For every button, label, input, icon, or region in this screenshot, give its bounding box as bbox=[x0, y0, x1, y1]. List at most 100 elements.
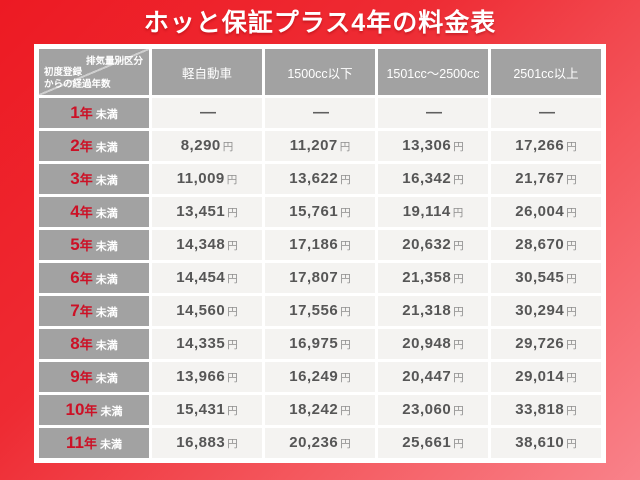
table-row: 6年 未満 14,454 円 17,807 円 21,358 円 30,545 円 bbox=[39, 263, 601, 293]
column-header: 2501cc以上 bbox=[491, 49, 601, 95]
price-unit: 円 bbox=[340, 339, 351, 351]
price-value: 33,818 bbox=[515, 401, 565, 418]
price-cell: 16,975 円 bbox=[265, 329, 375, 359]
price-unit: 円 bbox=[340, 405, 351, 417]
price-unit: 円 bbox=[340, 240, 351, 252]
price-value: 13,451 bbox=[176, 203, 226, 220]
row-year-unit: 年 bbox=[79, 370, 93, 385]
row-label: 8年 未満 bbox=[39, 329, 149, 359]
price-value: 20,632 bbox=[402, 236, 452, 253]
price-unit: 円 bbox=[227, 339, 238, 351]
table-row: 5年 未満 14,348 円 17,186 円 20,632 円 28,670 円 bbox=[39, 230, 601, 260]
row-year-unit: 年 bbox=[84, 403, 98, 418]
column-header: 1501cc～2500cc bbox=[378, 49, 488, 95]
price-cell: — bbox=[265, 98, 375, 128]
row-year-number: 3 bbox=[70, 169, 80, 188]
price-unit: 円 bbox=[227, 273, 238, 285]
row-year-unit: 年 bbox=[79, 238, 93, 253]
table-row: 3年 未満 11,009 円 13,622 円 16,342 円 21,767 円 bbox=[39, 164, 601, 194]
price-cell: 20,632 円 bbox=[378, 230, 488, 260]
empty-dash: — bbox=[313, 104, 329, 121]
price-value: 18,242 bbox=[289, 401, 339, 418]
row-label: 1年 未満 bbox=[39, 98, 149, 128]
price-value: 29,726 bbox=[515, 335, 565, 352]
price-unit: 円 bbox=[227, 372, 238, 384]
table-row: 4年 未満 13,451 円 15,761 円 19,114 円 26,004 円 bbox=[39, 197, 601, 227]
row-year-number: 9 bbox=[70, 367, 80, 386]
row-suffix: 未満 bbox=[95, 340, 118, 352]
price-unit: 円 bbox=[453, 438, 464, 450]
price-cell: 21,358 円 bbox=[378, 263, 488, 293]
price-unit: 円 bbox=[226, 174, 238, 186]
row-year-unit: 年 bbox=[79, 172, 93, 187]
price-value: 29,014 bbox=[515, 368, 565, 385]
row-label: 4年 未満 bbox=[39, 197, 149, 227]
price-unit: 円 bbox=[453, 240, 464, 252]
price-cell: 17,556 円 bbox=[265, 296, 375, 326]
price-value: 16,883 bbox=[176, 434, 226, 451]
price-cell: 23,060 円 bbox=[378, 395, 488, 425]
price-value: 13,306 bbox=[402, 137, 452, 154]
price-value: 17,186 bbox=[289, 236, 339, 253]
price-cell: — bbox=[152, 98, 262, 128]
price-unit: 円 bbox=[340, 372, 351, 384]
price-value: 28,670 bbox=[515, 236, 565, 253]
price-unit: 円 bbox=[566, 141, 577, 153]
price-cell: 29,726 円 bbox=[491, 329, 601, 359]
price-unit: 円 bbox=[227, 240, 238, 252]
price-cell: 11,207 円 bbox=[265, 131, 375, 161]
row-label: 6年 未満 bbox=[39, 263, 149, 293]
row-year-number: 10 bbox=[65, 400, 85, 419]
row-label: 2年 未満 bbox=[39, 131, 149, 161]
price-unit: 円 bbox=[566, 174, 577, 186]
price-value: 11,207 bbox=[289, 137, 338, 154]
row-year-number: 11 bbox=[66, 433, 84, 452]
row-year-unit: 年 bbox=[79, 271, 93, 286]
price-cell: 18,242 円 bbox=[265, 395, 375, 425]
price-cell: 14,560 円 bbox=[152, 296, 262, 326]
price-cell: 17,186 円 bbox=[265, 230, 375, 260]
price-value: 8,290 bbox=[180, 137, 221, 154]
corner-header-cell: 排気量別区分 初度登録 からの経過年数 bbox=[39, 49, 149, 95]
price-value: 13,966 bbox=[176, 368, 226, 385]
price-value: 20,447 bbox=[402, 368, 452, 385]
row-label: 3年 未満 bbox=[39, 164, 149, 194]
price-cell: — bbox=[378, 98, 488, 128]
price-cell: 11,009 円 bbox=[152, 164, 262, 194]
price-cell: 14,335 円 bbox=[152, 329, 262, 359]
price-unit: 円 bbox=[340, 174, 351, 186]
price-cell: 26,004 円 bbox=[491, 197, 601, 227]
price-cell: 21,318 円 bbox=[378, 296, 488, 326]
price-cell: — bbox=[491, 98, 601, 128]
price-table-body: 1年 未満 — — — —2年 未満 8,290 円 11,207 円 13,306 円 17,266 円 3… bbox=[39, 98, 601, 458]
header-row: 排気量別区分 初度登録 からの経過年数 軽自動車 1500cc以下 1501cc～2… bbox=[39, 49, 601, 95]
price-unit: 円 bbox=[227, 207, 238, 219]
price-cell: 20,447 円 bbox=[378, 362, 488, 392]
price-value: 19,114 bbox=[402, 203, 451, 220]
corner-label-displacement: 排気量別区分 bbox=[85, 56, 143, 67]
price-value: 14,335 bbox=[176, 335, 226, 352]
row-label: 7年 未満 bbox=[39, 296, 149, 326]
price-value: 20,236 bbox=[289, 434, 339, 451]
price-value: 26,004 bbox=[515, 203, 565, 220]
row-suffix: 未満 bbox=[95, 175, 118, 187]
price-value: 13,622 bbox=[289, 170, 339, 187]
row-label: 5年 未満 bbox=[39, 230, 149, 260]
row-suffix: 未満 bbox=[95, 307, 118, 319]
price-value: 25,661 bbox=[402, 434, 452, 451]
empty-dash: — bbox=[426, 104, 442, 121]
row-suffix: 未満 bbox=[100, 406, 123, 418]
price-unit: 円 bbox=[453, 339, 464, 351]
price-value: 17,266 bbox=[515, 137, 565, 154]
price-value: 15,431 bbox=[176, 401, 226, 418]
row-label: 10年 未満 bbox=[39, 395, 149, 425]
table-row: 11年 未満 16,883 円 20,236 円 25,661 円 38,610 円 bbox=[39, 428, 601, 458]
price-cell: 14,348 円 bbox=[152, 230, 262, 260]
page-title: ホッと保証プラス4年の料金表 bbox=[143, 9, 497, 37]
empty-dash: — bbox=[539, 104, 555, 121]
price-cell: 38,610 円 bbox=[491, 428, 601, 458]
price-value: 14,348 bbox=[176, 236, 226, 253]
price-unit: 円 bbox=[453, 405, 464, 417]
price-cell: 25,661 円 bbox=[378, 428, 488, 458]
price-unit: 円 bbox=[566, 372, 577, 384]
